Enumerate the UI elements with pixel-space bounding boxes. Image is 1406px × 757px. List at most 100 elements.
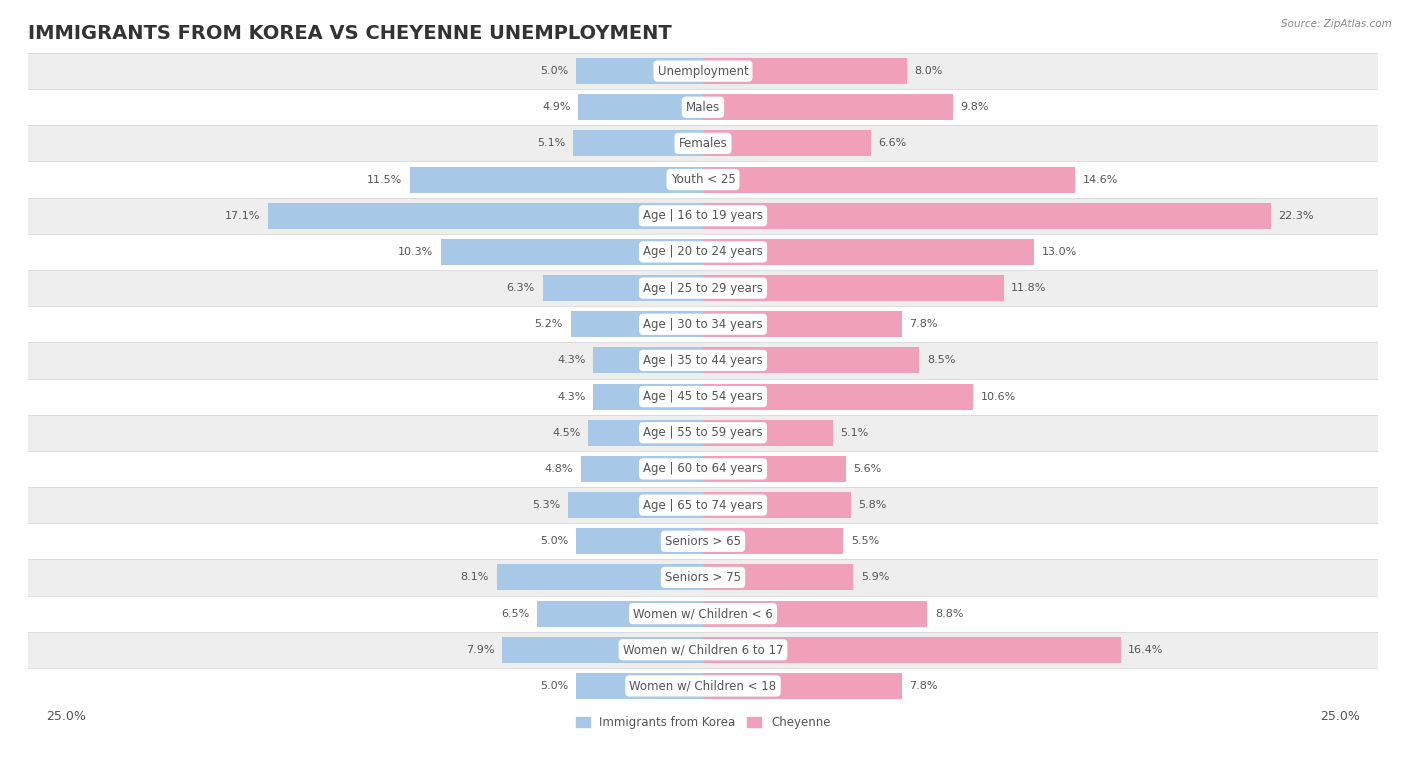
Text: Age | 20 to 24 years: Age | 20 to 24 years <box>643 245 763 258</box>
Text: 22.3%: 22.3% <box>1278 210 1315 221</box>
Bar <box>543 275 703 301</box>
Text: Seniors > 65: Seniors > 65 <box>665 534 741 548</box>
Bar <box>703 673 901 699</box>
Text: Age | 35 to 44 years: Age | 35 to 44 years <box>643 354 763 367</box>
Text: Seniors > 75: Seniors > 75 <box>665 571 741 584</box>
Text: Women w/ Children < 18: Women w/ Children < 18 <box>630 680 776 693</box>
Bar <box>703 203 1271 229</box>
Bar <box>703 94 953 120</box>
Text: Males: Males <box>686 101 720 114</box>
Bar <box>703 167 1074 192</box>
Bar <box>593 384 703 410</box>
Bar <box>28 306 1378 342</box>
Text: 6.3%: 6.3% <box>506 283 534 293</box>
Text: 5.8%: 5.8% <box>858 500 887 510</box>
Bar <box>574 130 703 157</box>
Bar <box>28 53 1378 89</box>
Text: Age | 65 to 74 years: Age | 65 to 74 years <box>643 499 763 512</box>
Text: Source: ZipAtlas.com: Source: ZipAtlas.com <box>1281 19 1392 29</box>
Text: 10.3%: 10.3% <box>398 247 433 257</box>
Bar <box>703 311 901 338</box>
Bar <box>593 347 703 373</box>
Bar <box>28 126 1378 161</box>
Legend: Immigrants from Korea, Cheyenne: Immigrants from Korea, Cheyenne <box>571 712 835 734</box>
Text: 4.3%: 4.3% <box>557 391 586 401</box>
Text: 5.6%: 5.6% <box>853 464 882 474</box>
Text: 6.5%: 6.5% <box>502 609 530 618</box>
Text: 7.8%: 7.8% <box>910 681 938 691</box>
Bar <box>28 234 1378 270</box>
Text: 5.3%: 5.3% <box>531 500 561 510</box>
Text: 11.5%: 11.5% <box>367 175 402 185</box>
Bar <box>537 600 703 627</box>
Bar <box>28 451 1378 487</box>
Text: Age | 25 to 29 years: Age | 25 to 29 years <box>643 282 763 294</box>
Text: 4.3%: 4.3% <box>557 356 586 366</box>
Text: 4.5%: 4.5% <box>553 428 581 438</box>
Bar <box>28 415 1378 451</box>
Text: 5.1%: 5.1% <box>537 139 565 148</box>
Bar <box>578 94 703 120</box>
Bar <box>703 275 1004 301</box>
Text: Females: Females <box>679 137 727 150</box>
Bar <box>703 130 872 157</box>
Text: 13.0%: 13.0% <box>1042 247 1077 257</box>
Bar <box>28 270 1378 306</box>
Bar <box>575 673 703 699</box>
Text: 9.8%: 9.8% <box>960 102 988 112</box>
Bar <box>703 492 851 518</box>
Bar <box>703 419 832 446</box>
Text: 16.4%: 16.4% <box>1128 645 1164 655</box>
Text: 5.0%: 5.0% <box>540 66 568 76</box>
Bar <box>28 161 1378 198</box>
Text: 14.6%: 14.6% <box>1083 175 1118 185</box>
Bar <box>28 487 1378 523</box>
Text: 5.2%: 5.2% <box>534 319 562 329</box>
Bar <box>496 565 703 590</box>
Text: 5.5%: 5.5% <box>851 536 879 547</box>
Bar <box>28 198 1378 234</box>
Bar <box>28 559 1378 596</box>
Text: Youth < 25: Youth < 25 <box>671 173 735 186</box>
Text: 5.1%: 5.1% <box>841 428 869 438</box>
Bar <box>28 378 1378 415</box>
Text: 5.0%: 5.0% <box>540 681 568 691</box>
Bar <box>28 631 1378 668</box>
Text: 8.8%: 8.8% <box>935 609 963 618</box>
Bar <box>703 565 853 590</box>
Text: Women w/ Children < 6: Women w/ Children < 6 <box>633 607 773 620</box>
Text: Age | 60 to 64 years: Age | 60 to 64 years <box>643 463 763 475</box>
Bar <box>575 58 703 84</box>
Text: Women w/ Children 6 to 17: Women w/ Children 6 to 17 <box>623 643 783 656</box>
Text: 11.8%: 11.8% <box>1011 283 1046 293</box>
Text: 7.9%: 7.9% <box>465 645 494 655</box>
Text: 4.9%: 4.9% <box>543 102 571 112</box>
Text: 4.8%: 4.8% <box>544 464 574 474</box>
Text: 8.0%: 8.0% <box>914 66 943 76</box>
Text: 8.1%: 8.1% <box>461 572 489 582</box>
Text: 5.0%: 5.0% <box>540 536 568 547</box>
Text: 8.5%: 8.5% <box>927 356 956 366</box>
Text: Age | 45 to 54 years: Age | 45 to 54 years <box>643 390 763 403</box>
Bar <box>703 58 907 84</box>
Bar <box>411 167 703 192</box>
Text: Age | 30 to 34 years: Age | 30 to 34 years <box>643 318 763 331</box>
Bar <box>703 347 920 373</box>
Bar <box>502 637 703 663</box>
Bar <box>28 342 1378 378</box>
Text: 6.6%: 6.6% <box>879 139 907 148</box>
Bar <box>575 528 703 554</box>
Bar <box>28 668 1378 704</box>
Bar <box>588 419 703 446</box>
Text: 5.9%: 5.9% <box>860 572 889 582</box>
Bar <box>568 492 703 518</box>
Bar <box>581 456 703 482</box>
Bar <box>703 637 1121 663</box>
Text: Age | 55 to 59 years: Age | 55 to 59 years <box>643 426 763 439</box>
Bar <box>703 528 844 554</box>
Bar <box>571 311 703 338</box>
Bar <box>267 203 703 229</box>
Bar <box>28 89 1378 126</box>
Bar <box>28 523 1378 559</box>
Text: Unemployment: Unemployment <box>658 64 748 77</box>
